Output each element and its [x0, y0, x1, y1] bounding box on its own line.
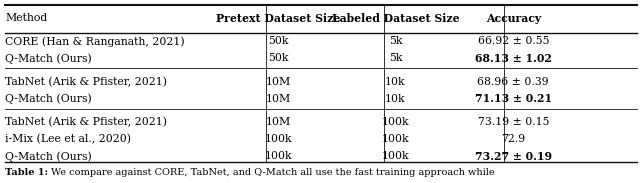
Text: i-Mix (Lee et al., 2020): i-Mix (Lee et al., 2020) [5, 134, 131, 145]
Text: CORE (Han & Ranganath, 2021): CORE (Han & Ranganath, 2021) [5, 36, 185, 47]
Text: 10k: 10k [385, 77, 406, 87]
Text: Labeled Dataset Size: Labeled Dataset Size [332, 13, 460, 24]
Text: 50k: 50k [268, 36, 289, 46]
Text: 5k: 5k [388, 53, 403, 64]
Text: Q-Match (Ours): Q-Match (Ours) [5, 151, 92, 162]
Text: 72.9: 72.9 [501, 134, 525, 144]
Text: 68.13 ± 1.02: 68.13 ± 1.02 [475, 53, 552, 64]
Text: 68.96 ± 0.39: 68.96 ± 0.39 [477, 77, 549, 87]
Text: 100k: 100k [264, 151, 292, 161]
Text: 100k: 100k [381, 134, 410, 144]
Text: 71.13 ± 0.21: 71.13 ± 0.21 [475, 93, 552, 104]
Text: 10M: 10M [266, 77, 291, 87]
Text: 10k: 10k [385, 94, 406, 104]
Text: 5k: 5k [388, 36, 403, 46]
Text: 100k: 100k [381, 151, 410, 161]
Text: Q-Match (Ours): Q-Match (Ours) [5, 53, 92, 64]
Text: Accuracy: Accuracy [486, 13, 541, 24]
Text: We compare against CORE, TabNet, and Q-Match all use the fast training approach : We compare against CORE, TabNet, and Q-M… [51, 168, 495, 177]
Text: 100k: 100k [264, 134, 292, 144]
Text: 73.19 ± 0.15: 73.19 ± 0.15 [477, 117, 549, 127]
Text: 100k: 100k [381, 117, 410, 127]
Text: 10M: 10M [266, 117, 291, 127]
Text: Table 1:: Table 1: [5, 168, 51, 177]
Text: Method: Method [5, 13, 47, 23]
Text: 50k: 50k [268, 53, 289, 64]
Text: 66.92 ± 0.55: 66.92 ± 0.55 [477, 36, 549, 46]
Text: TabNet (Arik & Pfister, 2021): TabNet (Arik & Pfister, 2021) [5, 117, 167, 128]
Text: 73.27 ± 0.19: 73.27 ± 0.19 [475, 151, 552, 162]
Text: Pretext Dataset Size: Pretext Dataset Size [216, 13, 340, 24]
Text: Q-Match (Ours): Q-Match (Ours) [5, 94, 92, 104]
Text: TabNet (Arik & Pfister, 2021): TabNet (Arik & Pfister, 2021) [5, 77, 167, 87]
Text: 10M: 10M [266, 94, 291, 104]
